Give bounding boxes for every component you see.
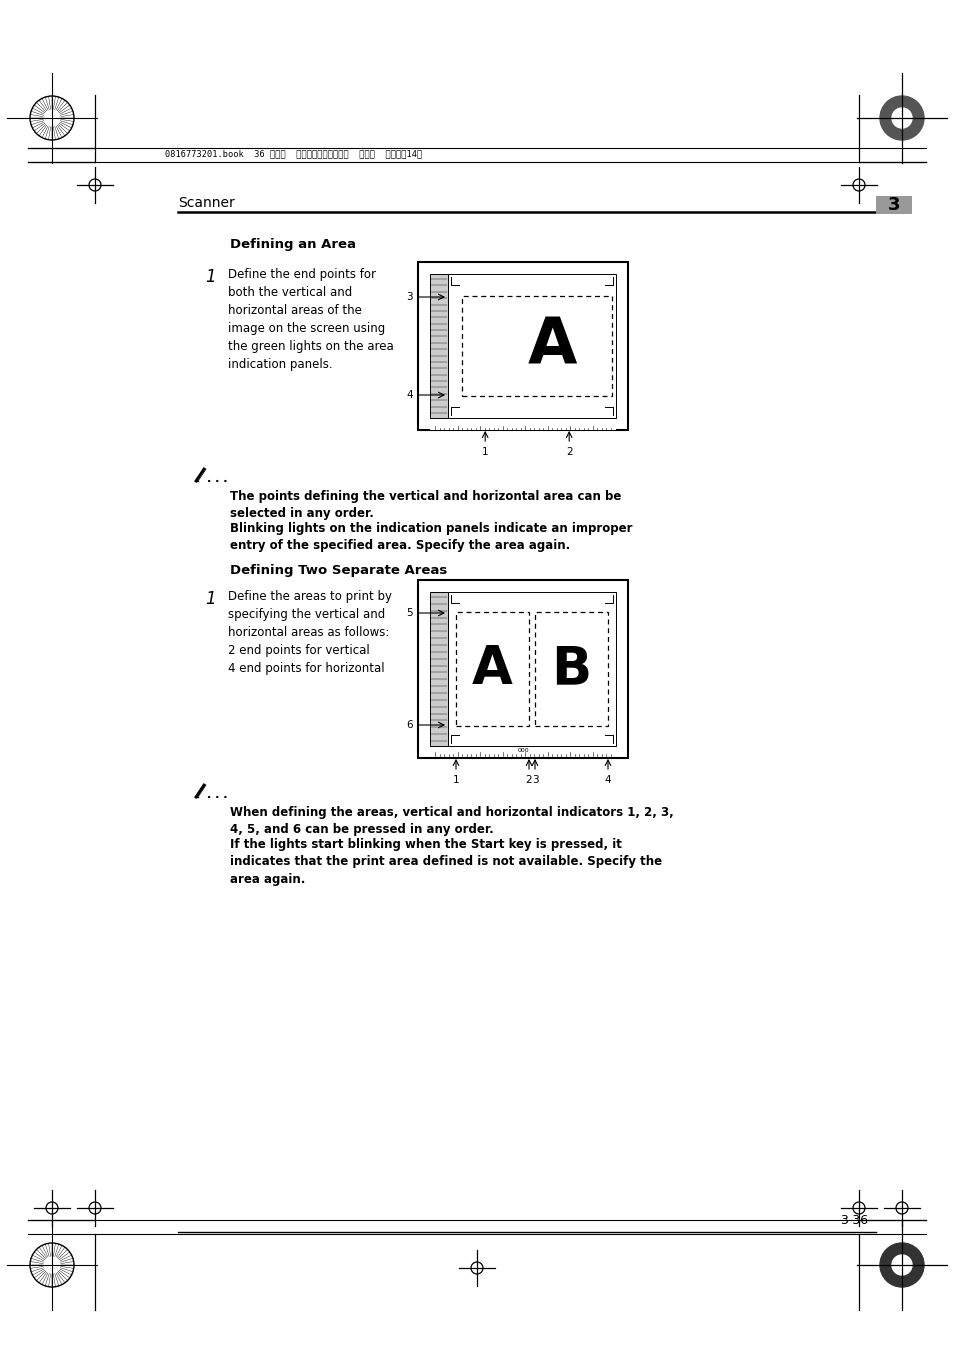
Text: Defining Two Separate Areas: Defining Two Separate Areas	[230, 563, 447, 577]
Text: . . .: . . .	[207, 790, 227, 800]
Text: 1: 1	[453, 775, 458, 785]
Text: 3: 3	[531, 775, 537, 785]
Circle shape	[891, 108, 911, 128]
Bar	[417, 262, 627, 430]
Text: Defining an Area: Defining an Area	[230, 238, 355, 251]
Circle shape	[44, 109, 60, 126]
Text: When defining the areas, vertical and horizontal indicators 1, 2, 3,
4, 5, and 6: When defining the areas, vertical and ho…	[230, 807, 673, 836]
Text: 4: 4	[406, 390, 413, 400]
Text: 000: 000	[517, 748, 528, 754]
Text: 2: 2	[525, 775, 532, 785]
Bar	[875, 196, 911, 213]
Text: 6: 6	[406, 720, 413, 730]
Text: 3: 3	[406, 292, 413, 303]
Text: 4: 4	[604, 775, 611, 785]
Text: 3-36: 3-36	[839, 1213, 867, 1227]
Text: 1: 1	[205, 267, 215, 286]
Text: Define the areas to print by
specifying the vertical and
horizontal areas as fol: Define the areas to print by specifying …	[228, 590, 392, 676]
Text: If the lights start blinking when the Start key is pressed, it
indicates that th: If the lights start blinking when the St…	[230, 838, 661, 886]
Circle shape	[891, 1255, 911, 1275]
Text: 0816773201.book  36 ページ  ２００４年６月２４日  木曜日  午後６時14分: 0816773201.book 36 ページ ２００４年６月２４日 木曜日 午後…	[165, 150, 422, 158]
Bar	[430, 274, 448, 417]
Bar	[430, 420, 616, 430]
Bar	[448, 274, 616, 417]
Bar	[448, 592, 616, 746]
Bar	[417, 580, 627, 758]
Text: Define the end points for
both the vertical and
horizontal areas of the
image on: Define the end points for both the verti…	[228, 267, 394, 372]
Text: 1: 1	[481, 447, 488, 457]
Text: The points defining the vertical and horizontal area can be
selected in any orde: The points defining the vertical and hor…	[230, 490, 620, 520]
Text: 1: 1	[205, 590, 215, 608]
Text: A: A	[472, 643, 513, 694]
Text: 5: 5	[406, 608, 413, 617]
Bar	[535, 612, 607, 725]
Circle shape	[44, 1256, 60, 1273]
Bar	[461, 296, 612, 396]
Text: Scanner: Scanner	[178, 196, 234, 209]
Text: B: B	[551, 643, 591, 694]
Text: 3: 3	[887, 196, 900, 213]
Text: . . .: . . .	[207, 474, 227, 484]
Circle shape	[879, 1243, 923, 1288]
Text: 2: 2	[565, 447, 572, 457]
Bar	[456, 612, 529, 725]
Circle shape	[879, 96, 923, 141]
Text: Blinking lights on the indication panels indicate an improper
entry of the speci: Blinking lights on the indication panels…	[230, 521, 632, 553]
Text: A: A	[527, 315, 577, 377]
Bar	[430, 592, 448, 746]
